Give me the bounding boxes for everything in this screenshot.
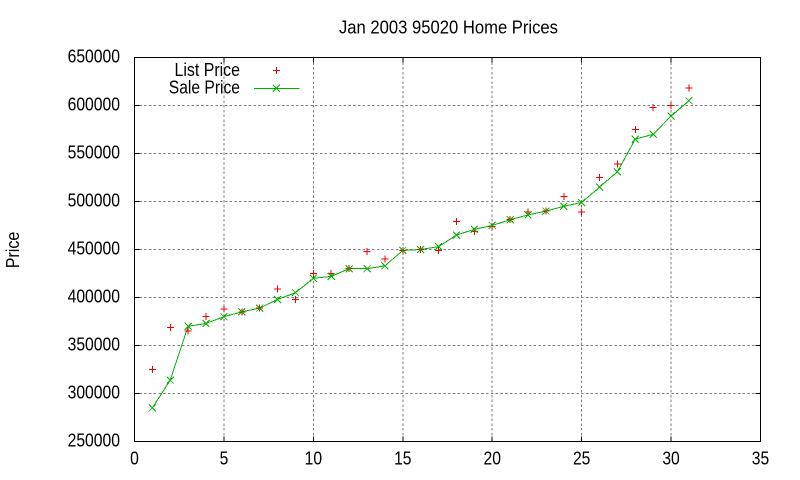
svg-text:Jan 2003 95020 Home Prices: Jan 2003 95020 Home Prices [339,18,558,38]
svg-text:30: 30 [662,449,679,469]
svg-text:500000: 500000 [68,190,120,210]
svg-text:0: 0 [130,449,139,469]
svg-text:25: 25 [573,449,590,469]
svg-text:300000: 300000 [68,382,120,402]
svg-text:350000: 350000 [68,334,120,354]
svg-text:5: 5 [220,449,229,469]
svg-text:35: 35 [752,449,769,469]
svg-text:Price: Price [3,232,23,269]
svg-text:600000: 600000 [68,94,120,114]
svg-text:List Price: List Price [175,60,241,80]
svg-text:10: 10 [305,449,322,469]
svg-text:Sale Price: Sale Price [169,77,240,97]
svg-text:250000: 250000 [68,430,120,450]
svg-text:20: 20 [484,449,501,469]
svg-text:400000: 400000 [68,286,120,306]
svg-text:450000: 450000 [68,238,120,258]
svg-text:650000: 650000 [68,46,120,66]
svg-text:15: 15 [394,449,411,469]
svg-text:550000: 550000 [68,142,120,162]
